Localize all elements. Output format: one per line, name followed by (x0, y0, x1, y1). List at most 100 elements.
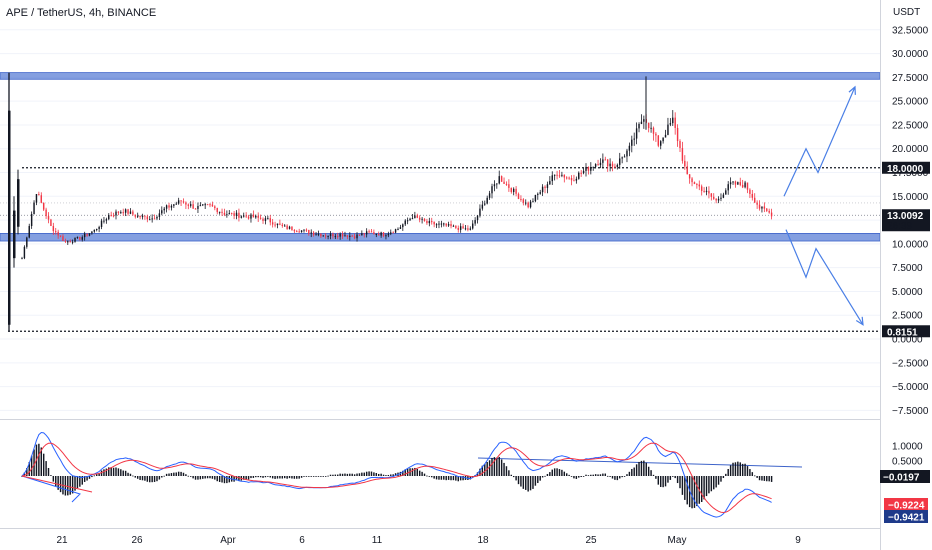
candle-body (257, 215, 259, 218)
candle-body (744, 182, 746, 188)
projection-arrows (783, 85, 864, 326)
macd-histogram-bar (139, 476, 141, 480)
macd-histogram-bar (185, 474, 187, 476)
time-tick-label: 21 (56, 535, 68, 546)
candle-body (281, 224, 284, 227)
candle-body (503, 181, 505, 184)
macd-histogram-bar (324, 476, 327, 477)
macd-histogram-bar (250, 476, 252, 479)
candle-body (558, 175, 561, 177)
macd-histogram-bar (365, 471, 368, 476)
candle-body (50, 219, 52, 227)
candle-body (310, 232, 312, 234)
candle-body (124, 209, 127, 213)
candle-body (643, 119, 645, 122)
candle-body (216, 208, 218, 213)
candle-body (505, 183, 508, 185)
candle-body (423, 218, 426, 221)
macd-histogram-bar (120, 469, 122, 476)
macd-histogram-bar (758, 476, 761, 481)
candle-body (532, 201, 534, 203)
candle-body (288, 226, 291, 229)
candle-body (766, 208, 768, 211)
macd-histogram-bar (105, 468, 108, 476)
candle-body (614, 166, 616, 168)
candle-body (136, 215, 139, 217)
candle-body (211, 204, 214, 207)
candle-body (303, 229, 305, 231)
candle-body (462, 226, 464, 229)
candle-body (368, 231, 370, 233)
macd-histogram-bar (332, 474, 334, 476)
candle-body (69, 241, 71, 243)
macd-histogram-bar (614, 476, 616, 480)
macd-histogram-bar (647, 466, 650, 476)
candle-body (226, 214, 228, 216)
macd-histogram-bar (655, 476, 657, 479)
countdown-label: 26:39 (887, 221, 912, 232)
candle-body (544, 186, 546, 188)
candle-body (144, 215, 146, 217)
macd-histogram-bar (551, 469, 553, 476)
macd-histogram-bar (312, 476, 315, 477)
macd-histogram-bar (194, 476, 197, 480)
candle-body (322, 235, 325, 237)
candle-body (476, 215, 479, 221)
macd-histogram-bar (349, 473, 351, 476)
macd-histogram-bar (729, 465, 732, 476)
macd-histogram-bar (737, 461, 739, 476)
macd-histogram-bar (83, 476, 86, 482)
candle-body (763, 206, 766, 209)
macd-histogram-bar (435, 476, 438, 480)
macd-histogram-bar (303, 476, 305, 477)
macd-histogram-bar (580, 476, 582, 478)
candle-body (182, 201, 185, 203)
macd-histogram-bar (177, 471, 180, 476)
macd-histogram-bar (134, 476, 137, 478)
candle-body (194, 208, 197, 210)
candle-body (402, 224, 404, 228)
candle-body (296, 231, 298, 233)
candle-body (339, 233, 341, 237)
macd-histogram-bar (638, 461, 640, 476)
macd-histogram-bar (498, 456, 500, 476)
macd-histogram-bar (510, 474, 513, 476)
macd-histogram-bar (496, 457, 498, 476)
candle-body (698, 184, 701, 187)
macd-histogram-bar (568, 474, 570, 476)
time-axis: 21 26 Apr 6 11 18 25 May 9 (56, 535, 801, 546)
macd-histogram-bar (243, 476, 245, 480)
macd-histogram-bar (276, 476, 279, 479)
macd-histogram-bar (643, 460, 645, 476)
candle-body (129, 211, 132, 214)
macd-histogram-bar (247, 476, 250, 480)
macd-histogram-bar (512, 476, 515, 478)
macd-histogram-bar (469, 476, 472, 480)
candle-body (189, 204, 192, 206)
candle-body (650, 127, 652, 129)
macd-histogram-bar (79, 476, 81, 487)
candle-body (647, 122, 650, 129)
chart-title: APE / TetherUS, 4h, BINANCE (6, 7, 156, 19)
macd-histogram-bar (356, 473, 358, 476)
macd-histogram-bar (394, 473, 397, 476)
macd-histogram-bar (455, 476, 457, 481)
macd-histogram-bar (508, 470, 510, 476)
macd-histogram-bar (604, 473, 607, 476)
macd-histogram-bar (322, 476, 325, 477)
candle-body (353, 236, 356, 239)
macd-histogram-bar (662, 476, 664, 488)
candle-body (616, 164, 619, 167)
macd-histogram-bar (334, 474, 337, 476)
candle-body (684, 160, 686, 167)
macd-histogram-bar (556, 468, 558, 476)
macd-histogram-bar (233, 476, 235, 482)
candle-body (161, 210, 163, 214)
macd-histogram-bar (122, 470, 124, 476)
macd-histogram-bar (640, 460, 643, 476)
macd-histogram-bar (197, 476, 199, 480)
candle-body (664, 134, 667, 138)
macd-histogram-bar (423, 473, 426, 476)
macd-histogram-bar (411, 468, 414, 476)
